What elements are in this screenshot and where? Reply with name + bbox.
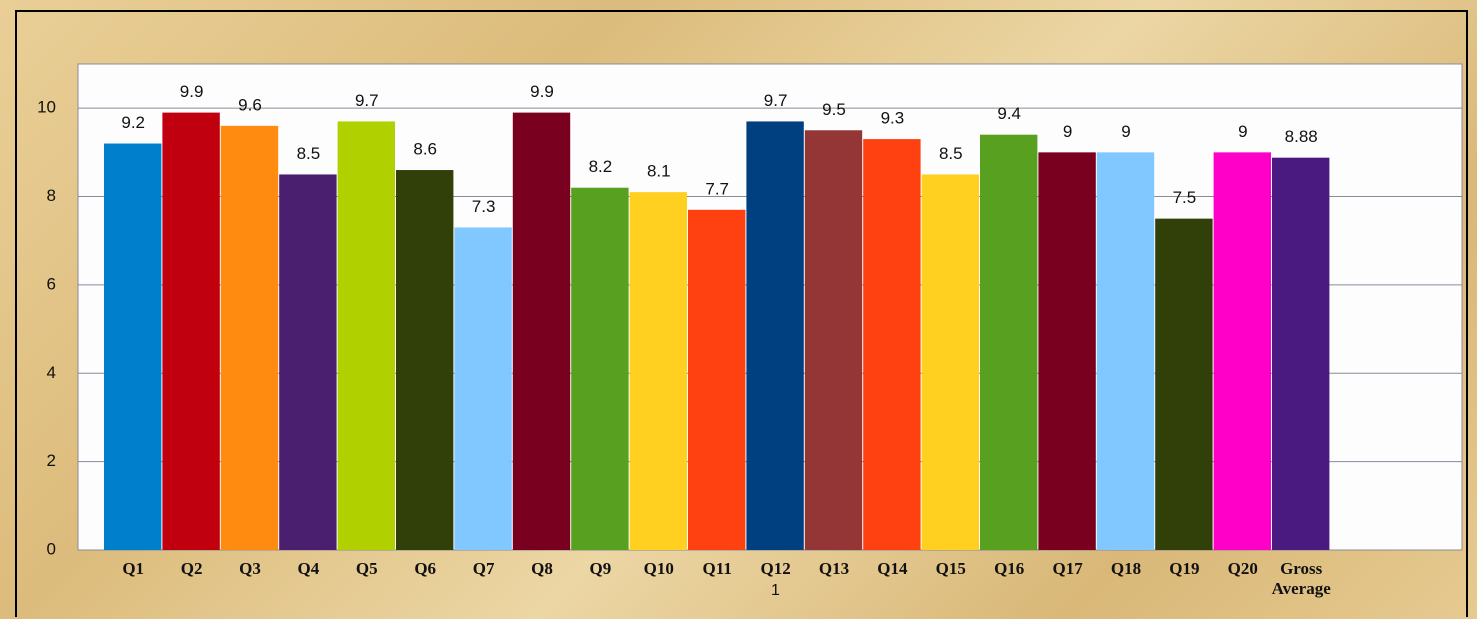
bar [980, 134, 1038, 550]
bar [1213, 152, 1271, 550]
bar [863, 139, 921, 551]
x-tick-label: Q4 [297, 559, 320, 578]
value-label: 9.6 [238, 95, 262, 114]
bar [396, 170, 454, 550]
value-label: 9.3 [881, 109, 905, 128]
value-label: 8.5 [297, 144, 321, 163]
value-label: 9.7 [355, 91, 379, 110]
value-label: 9.7 [764, 91, 788, 110]
bar [512, 112, 571, 550]
x-tick-label: Q5 [355, 559, 378, 578]
value-label: 8.88 [1285, 127, 1318, 146]
bar [1155, 218, 1213, 551]
x-tick-label: Q3 [239, 559, 261, 578]
bar [279, 174, 337, 551]
x-tick-label: Q10 [643, 559, 674, 578]
bar [1096, 152, 1155, 550]
bar [1272, 157, 1330, 550]
value-label: 7.7 [705, 179, 729, 198]
value-label: 9 [1121, 122, 1130, 141]
x-tick-label: Q2 [180, 559, 203, 578]
bar [162, 112, 220, 550]
y-tick-label: 6 [47, 274, 56, 293]
bar [454, 227, 512, 551]
bar [746, 121, 804, 550]
value-label: 8.2 [589, 157, 613, 176]
value-label: 7.5 [1173, 188, 1197, 207]
value-label: 9.5 [822, 100, 846, 119]
bar [1038, 152, 1096, 550]
y-tick-label: 10 [37, 98, 56, 117]
bar [629, 192, 687, 551]
x-tick-label: Q9 [589, 559, 612, 578]
y-tick-label: 4 [47, 363, 56, 382]
x-tick-label: Q17 [1052, 559, 1083, 578]
value-label: 9.9 [530, 82, 554, 101]
y-tick-label: 0 [47, 539, 56, 558]
x-tick-label: Q18 [1110, 559, 1142, 578]
x-tick-label: Q6 [414, 559, 437, 578]
x-tick-label: Q1 [122, 559, 145, 578]
x-tick-label: Q7 [472, 559, 495, 578]
x-tick-label: Gross Average [1271, 559, 1331, 598]
value-label: 8.6 [413, 140, 437, 159]
y-tick-label: 8 [47, 186, 56, 205]
x-tick-label: Q14 [877, 559, 908, 578]
x-tick-label: Q15 [935, 559, 966, 578]
bar [688, 209, 746, 551]
bar [804, 130, 863, 551]
value-label: 8.1 [647, 162, 671, 181]
x-tick-label: Q8 [531, 559, 553, 578]
x-tick-label: Q20 [1227, 559, 1258, 578]
x-tick-label: Q19 [1169, 559, 1200, 578]
frame [15, 10, 1468, 617]
page-number: 1 [771, 582, 780, 599]
value-label: 9 [1063, 122, 1072, 141]
value-label: 7.3 [472, 197, 496, 216]
bar [337, 121, 395, 550]
value-label: 9.2 [121, 113, 145, 132]
x-tick-label: Q11 [702, 559, 732, 578]
x-tick-label: Q16 [994, 559, 1025, 578]
x-tick-label: Q12 [760, 559, 791, 578]
value-label: 9.9 [180, 82, 204, 101]
x-tick-label: Q13 [818, 559, 850, 578]
bar [220, 125, 279, 550]
y-tick-label: 2 [47, 451, 56, 470]
bar [571, 187, 629, 550]
value-label: 8.5 [939, 144, 963, 163]
bar [104, 143, 162, 550]
value-label: 9 [1238, 122, 1247, 141]
bar [921, 174, 979, 551]
value-label: 9.4 [997, 104, 1021, 123]
